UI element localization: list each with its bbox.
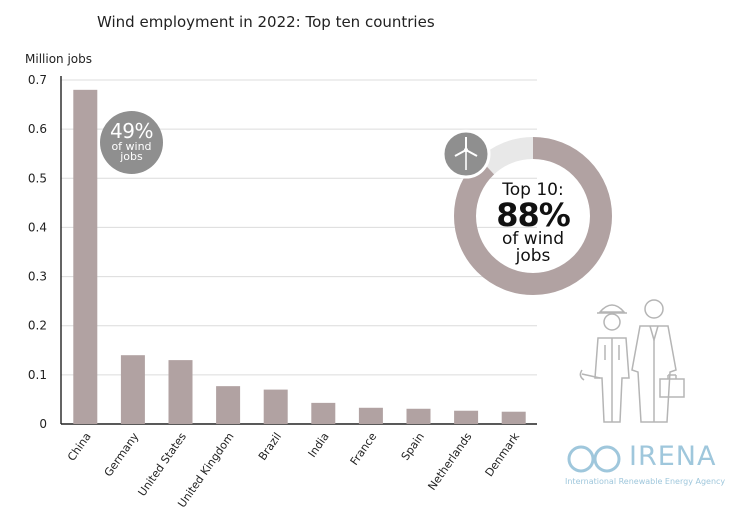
x-tick-label: India — [306, 430, 332, 460]
donut-label-percent: 88% — [496, 196, 571, 234]
bar-india — [311, 402, 336, 424]
bar-united-states — [168, 360, 193, 424]
china-share-percent: 49% — [110, 119, 153, 143]
wind-turbine-icon — [441, 129, 491, 179]
y-tick-labels: 0 0.1 0.2 0.3 0.4 0.5 0.6 0.7 — [28, 73, 47, 431]
x-tick-label: Netherlands — [425, 430, 474, 493]
workers-icon — [579, 299, 685, 423]
y-tick-label: 0.1 — [28, 368, 47, 382]
y-tick-label: 0.5 — [28, 171, 47, 185]
donut-label: Top 10: 88% of wind jobs — [487, 181, 579, 265]
donut-label-line1: Top 10: — [502, 180, 564, 200]
y-tick-label: 0.2 — [28, 319, 47, 333]
y-tick-label: 0.7 — [28, 73, 47, 87]
irena-logo-name: IRENA — [629, 441, 717, 472]
y-axis-label: Million jobs — [25, 52, 92, 66]
bar-germany — [120, 355, 145, 424]
irena-logo-subtitle: International Renewable Energy Agency — [565, 477, 726, 486]
y-tick-label: 0 — [39, 417, 47, 431]
donut-chart — [454, 137, 612, 295]
bars — [73, 89, 526, 424]
y-tick-label: 0.6 — [28, 122, 47, 136]
y-tick-label: 0.4 — [28, 220, 47, 234]
bar-china — [73, 89, 98, 424]
x-tick-label: Brazil — [256, 430, 284, 463]
donut-label-line4: jobs — [515, 246, 551, 266]
china-share-line2: jobs — [120, 150, 143, 163]
x-tick-label: Denmark — [483, 430, 523, 479]
x-tick-label: United States — [136, 430, 190, 499]
chart-title: Wind employment in 2022: Top ten countri… — [97, 13, 435, 31]
bar-spain — [406, 408, 431, 424]
bar-brazil — [263, 389, 288, 424]
china-share-badge: 49% of wind jobs — [100, 111, 163, 174]
bar-netherlands — [454, 410, 479, 424]
bar-united-kingdom — [216, 386, 241, 424]
donut-label-line3: of wind — [502, 229, 564, 249]
donut-top10-segment — [454, 137, 612, 295]
x-tick-label: France — [348, 430, 380, 468]
irena-logo-icon — [567, 445, 621, 473]
x-tick-label: China — [65, 430, 94, 463]
china-share-line1: of wind — [111, 140, 152, 153]
x-tick-label: Germany — [102, 430, 142, 479]
bar-france — [358, 407, 383, 424]
x-tick-label: Spain — [399, 430, 427, 463]
y-tick-label: 0.3 — [28, 270, 47, 284]
bar-denmark — [501, 411, 526, 424]
